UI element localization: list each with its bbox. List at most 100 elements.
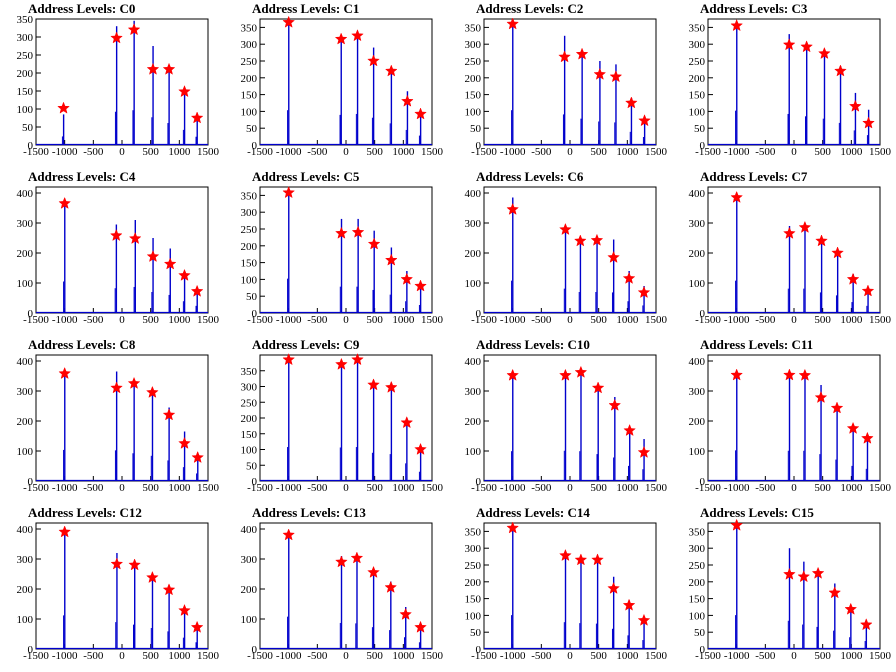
histogram-shoulder xyxy=(405,301,407,313)
y-tick-label: 150 xyxy=(17,86,34,98)
x-tick-label: -1500 xyxy=(247,650,273,662)
x-tick-label: 500 xyxy=(814,650,831,662)
peak-marker xyxy=(146,62,160,75)
peak-marker xyxy=(178,603,191,617)
peak-marker xyxy=(367,378,380,391)
peak-marker xyxy=(844,602,858,615)
histogram-shoulder xyxy=(404,637,406,649)
histogram-shoulder xyxy=(866,135,868,145)
x-tick-label: -500 xyxy=(307,650,328,662)
plot-frame xyxy=(707,18,881,146)
histogram-shoulder xyxy=(418,642,420,649)
x-tick-label: 1500 xyxy=(645,482,668,494)
y-tick-label: 200 xyxy=(689,416,706,428)
histogram-shoulder xyxy=(787,288,789,313)
histogram-shoulder xyxy=(371,452,373,481)
histogram-shoulder xyxy=(418,135,420,145)
x-tick-label: 0 xyxy=(791,650,797,662)
peak-marker xyxy=(334,32,348,45)
x-tick-label: -500 xyxy=(531,650,552,662)
x-tick-label: 0 xyxy=(791,146,797,158)
histogram-spike xyxy=(152,46,154,145)
x-tick-label: 1000 xyxy=(168,146,191,158)
peak-marker xyxy=(127,376,141,389)
peak-marker xyxy=(414,107,427,120)
histogram-spike xyxy=(643,439,645,481)
histogram-shoulder xyxy=(389,630,391,649)
x-tick-label: 500 xyxy=(142,146,159,158)
peak-marker xyxy=(574,553,588,566)
peak-marker xyxy=(110,381,123,394)
histogram-spike xyxy=(867,287,869,313)
chart-panel: Address Levels: C7 0 100 200 300 400 -1500 -100… xyxy=(672,168,896,336)
histogram-shoulder xyxy=(356,286,358,313)
histogram-spike xyxy=(390,67,393,145)
histogram-shoulder xyxy=(511,451,513,481)
y-tick-label: 200 xyxy=(17,248,34,260)
histogram-spike xyxy=(64,200,66,313)
x-tick-label: -1000 xyxy=(276,482,302,494)
histogram-shoulder xyxy=(168,294,170,313)
histogram-spike xyxy=(419,111,422,145)
histogram-spike xyxy=(563,35,566,145)
y-tick-label: 100 xyxy=(17,104,34,116)
histogram-spike xyxy=(581,50,583,145)
x-tick-label: 1000 xyxy=(168,314,191,326)
histogram-spike xyxy=(134,220,136,313)
peak-marker xyxy=(190,620,204,633)
histogram-shoulder xyxy=(611,628,613,649)
peak-marker xyxy=(57,101,70,114)
y-tick-label: 350 xyxy=(465,526,482,538)
histogram-spike xyxy=(115,371,118,481)
y-tick-label: 350 xyxy=(689,526,706,538)
histogram-spike xyxy=(580,556,582,649)
x-tick-label: -1500 xyxy=(23,314,49,326)
peak-marker xyxy=(800,40,813,53)
chart-title: Address Levels: C6 xyxy=(476,169,584,184)
histogram-spike xyxy=(596,558,599,649)
y-tick-label: 400 xyxy=(17,188,34,200)
peak-marker xyxy=(637,613,651,626)
peak-marker xyxy=(637,445,651,458)
histogram-spike xyxy=(628,600,630,649)
histogram-shoulder xyxy=(787,113,789,145)
y-tick-label: 200 xyxy=(17,416,34,428)
y-tick-label: 100 xyxy=(241,445,258,457)
chart-svg: Address Levels: C1 0 50 100 150 200 250 300 350 -… xyxy=(241,1,444,158)
peak-marker xyxy=(58,196,72,209)
histogram-shoulder xyxy=(865,468,867,481)
x-tick-label: 1000 xyxy=(392,146,415,158)
y-tick-label: 400 xyxy=(17,356,34,368)
chart-panel: Address Levels: C14 0 50 100 150 200 250 300 350… xyxy=(448,504,672,672)
histogram-spike xyxy=(806,42,808,145)
x-tick-label: 500 xyxy=(366,146,383,158)
y-tick-label: 100 xyxy=(465,278,482,290)
histogram-spike xyxy=(564,373,567,481)
y-tick-label: 200 xyxy=(17,584,34,596)
histogram-shoulder xyxy=(287,447,289,481)
y-tick-label: 200 xyxy=(465,577,482,589)
histogram-shoulder xyxy=(355,623,357,649)
histogram-shoulder xyxy=(578,292,580,313)
x-tick-label: 0 xyxy=(567,650,573,662)
histogram-shoulder xyxy=(63,449,65,481)
y-tick-label: 250 xyxy=(17,50,34,62)
histogram-shoulder xyxy=(627,301,629,313)
peak-marker xyxy=(414,620,427,633)
histogram-spike xyxy=(628,271,630,313)
y-tick-label: 400 xyxy=(465,356,482,368)
y-tick-label: 200 xyxy=(241,73,258,85)
histogram-spike xyxy=(373,230,375,313)
x-tick-label: -1500 xyxy=(471,650,497,662)
histogram-shoulder xyxy=(805,116,807,145)
peak-marker xyxy=(506,521,520,534)
histogram-shoulder xyxy=(132,453,134,481)
x-tick-label: -1500 xyxy=(23,146,49,158)
histogram-shoulder xyxy=(613,457,615,481)
peak-marker xyxy=(815,234,828,247)
chart-title: Address Levels: C5 xyxy=(252,169,360,184)
x-tick-label: -1000 xyxy=(52,482,78,494)
histogram-spike xyxy=(340,361,343,481)
histogram-shoulder xyxy=(355,113,357,145)
peak-marker xyxy=(559,222,572,236)
